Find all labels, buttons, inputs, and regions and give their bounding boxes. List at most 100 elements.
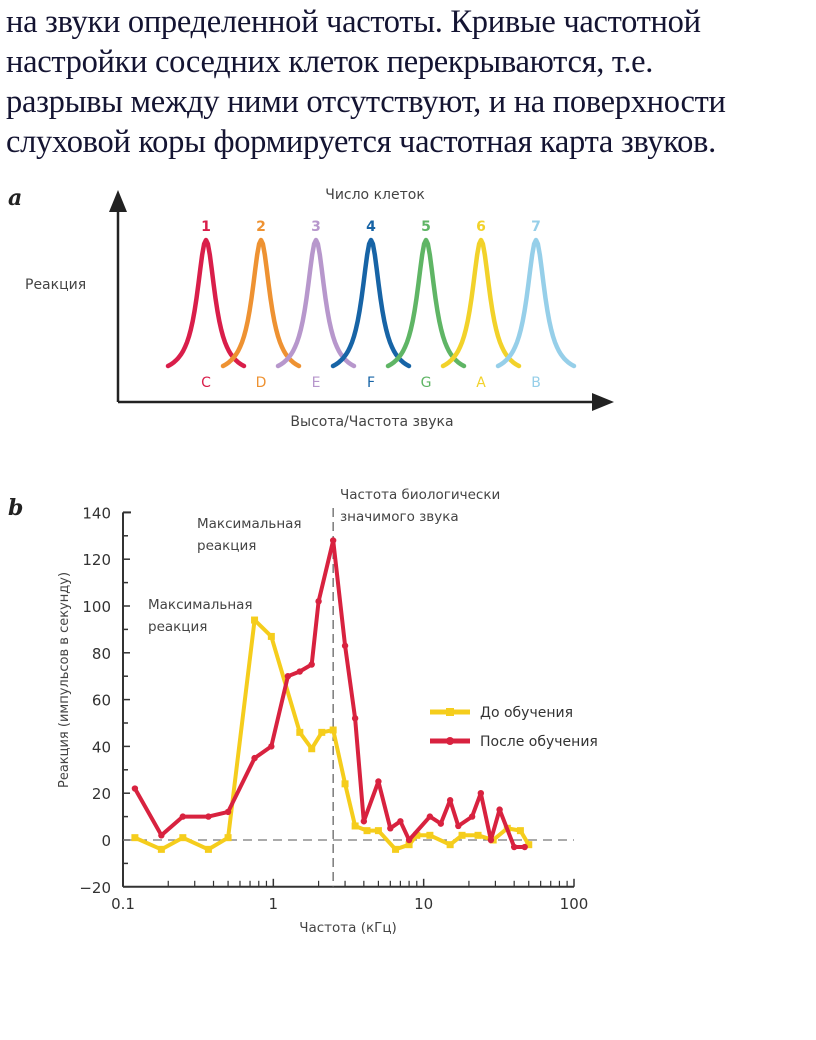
- note-label: D: [256, 375, 267, 391]
- x-tick-label: 1: [269, 895, 279, 913]
- data-point-before: [318, 728, 326, 736]
- x-tick-label: 0.1: [111, 895, 135, 913]
- chart-b-legend: До обучения После обучения: [430, 705, 598, 750]
- cell-number-label: 5: [421, 219, 431, 235]
- data-point-after: [351, 715, 359, 722]
- cell-number-label: 7: [531, 219, 541, 235]
- data-point-after: [426, 813, 434, 820]
- data-point-after: [477, 790, 485, 797]
- data-point-after: [329, 537, 337, 544]
- data-point-after: [251, 754, 258, 762]
- data-point-after: [296, 668, 304, 675]
- cell-number-label: 2: [256, 219, 266, 235]
- tuning-curve-3: [275, 237, 357, 369]
- legend-marker-before: [446, 708, 454, 716]
- data-point-before: [131, 834, 139, 842]
- annotation-max-after-line1: Максимальная: [197, 516, 302, 532]
- data-point-after: [387, 825, 394, 832]
- annotation-bio-freq-line1: Частота биологически: [340, 487, 500, 503]
- data-point-after: [341, 642, 349, 649]
- data-point-after: [224, 808, 232, 816]
- panel-label-b: b: [8, 495, 23, 521]
- data-point-before: [525, 841, 533, 849]
- data-point-after: [315, 598, 322, 605]
- data-point-before: [458, 831, 466, 839]
- tuning-curve-4: [330, 237, 412, 369]
- data-point-after: [397, 818, 404, 825]
- text-line: на звуки определенной частоты. Кривые ча…: [6, 4, 701, 40]
- data-point-before: [351, 822, 359, 830]
- data-point-after: [360, 818, 368, 825]
- y-tick-label: 40: [92, 738, 111, 756]
- panel-label-a: a: [8, 185, 22, 211]
- chart-b-ylabel: Реакция (импульсов в секунду): [57, 572, 72, 788]
- tuning-curve-7: [495, 237, 577, 369]
- y-tick-label: 100: [82, 598, 111, 616]
- chart-a-ylabel: Реакция: [25, 277, 86, 293]
- legend-label-after: После обучения: [480, 734, 598, 750]
- data-point-after: [521, 843, 528, 851]
- data-point-before: [341, 780, 349, 788]
- data-point-before: [224, 834, 232, 842]
- text-line: настройки соседних клеток перекрываются,…: [6, 44, 654, 80]
- y-tick-label: −20: [79, 879, 111, 897]
- legend-label-before: До обучения: [480, 705, 573, 721]
- x-tick-label: 10: [414, 895, 433, 913]
- data-point-after: [455, 822, 462, 830]
- data-point-before: [413, 831, 421, 839]
- legend-item-before: До обучения: [430, 705, 573, 721]
- x-tick-label: 100: [560, 895, 589, 913]
- y-tick-label: 0: [101, 832, 111, 850]
- tuning-curve-5: [385, 237, 467, 369]
- cell-number-label: 3: [311, 219, 321, 235]
- data-point-before: [267, 632, 275, 640]
- data-point-before: [392, 845, 400, 853]
- data-point-before: [446, 841, 454, 849]
- data-point-after: [131, 785, 139, 792]
- chart-b: b Реакция (импульсов в секунду) Частота …: [8, 487, 598, 936]
- data-point-after: [437, 820, 444, 827]
- tuning-curve-6: [440, 237, 522, 369]
- cell-number-label: 6: [476, 219, 486, 235]
- data-point-before: [329, 726, 337, 734]
- note-label: F: [367, 375, 375, 391]
- series-line-after: [132, 538, 527, 849]
- y-tick-label: 80: [92, 645, 111, 663]
- data-point-after: [205, 813, 212, 820]
- data-point-after: [375, 778, 382, 785]
- data-point-before: [308, 745, 316, 753]
- note-label: B: [531, 375, 541, 391]
- data-point-after: [179, 813, 187, 820]
- data-point-before: [204, 845, 212, 853]
- data-point-after: [284, 673, 292, 680]
- data-point-after: [510, 843, 518, 851]
- chart-a-y-arrow-icon: [109, 190, 127, 212]
- data-point-before: [157, 845, 165, 853]
- data-point-after: [468, 813, 476, 820]
- note-label: G: [421, 375, 432, 391]
- body-text: на звуки определенной частоты. Кривые ча…: [6, 2, 812, 162]
- data-point-before: [426, 831, 434, 839]
- cell-number-label: 1: [201, 219, 211, 235]
- y-tick-label: 60: [92, 692, 111, 710]
- data-point-before: [179, 834, 187, 842]
- data-point-before: [296, 728, 304, 736]
- note-label: E: [312, 375, 321, 391]
- data-point-after: [308, 661, 315, 668]
- data-point-after: [446, 797, 454, 804]
- legend-item-after: После обучения: [430, 734, 598, 750]
- note-label: A: [476, 375, 486, 391]
- data-point-after: [158, 832, 165, 839]
- chart-a-x-arrow-icon: [592, 393, 614, 411]
- legend-marker-after: [446, 737, 454, 745]
- cell-number-label: 4: [366, 219, 376, 235]
- chart-a-xlabel: Высота/Частота звука: [290, 414, 453, 430]
- y-tick-label: 20: [92, 785, 111, 803]
- data-point-before: [363, 827, 371, 835]
- tuning-curve-1: [165, 237, 247, 369]
- data-point-before: [516, 827, 524, 835]
- annotation-max-before-line2: реакция: [148, 619, 207, 635]
- data-point-after: [268, 743, 275, 750]
- data-point-after: [496, 806, 503, 813]
